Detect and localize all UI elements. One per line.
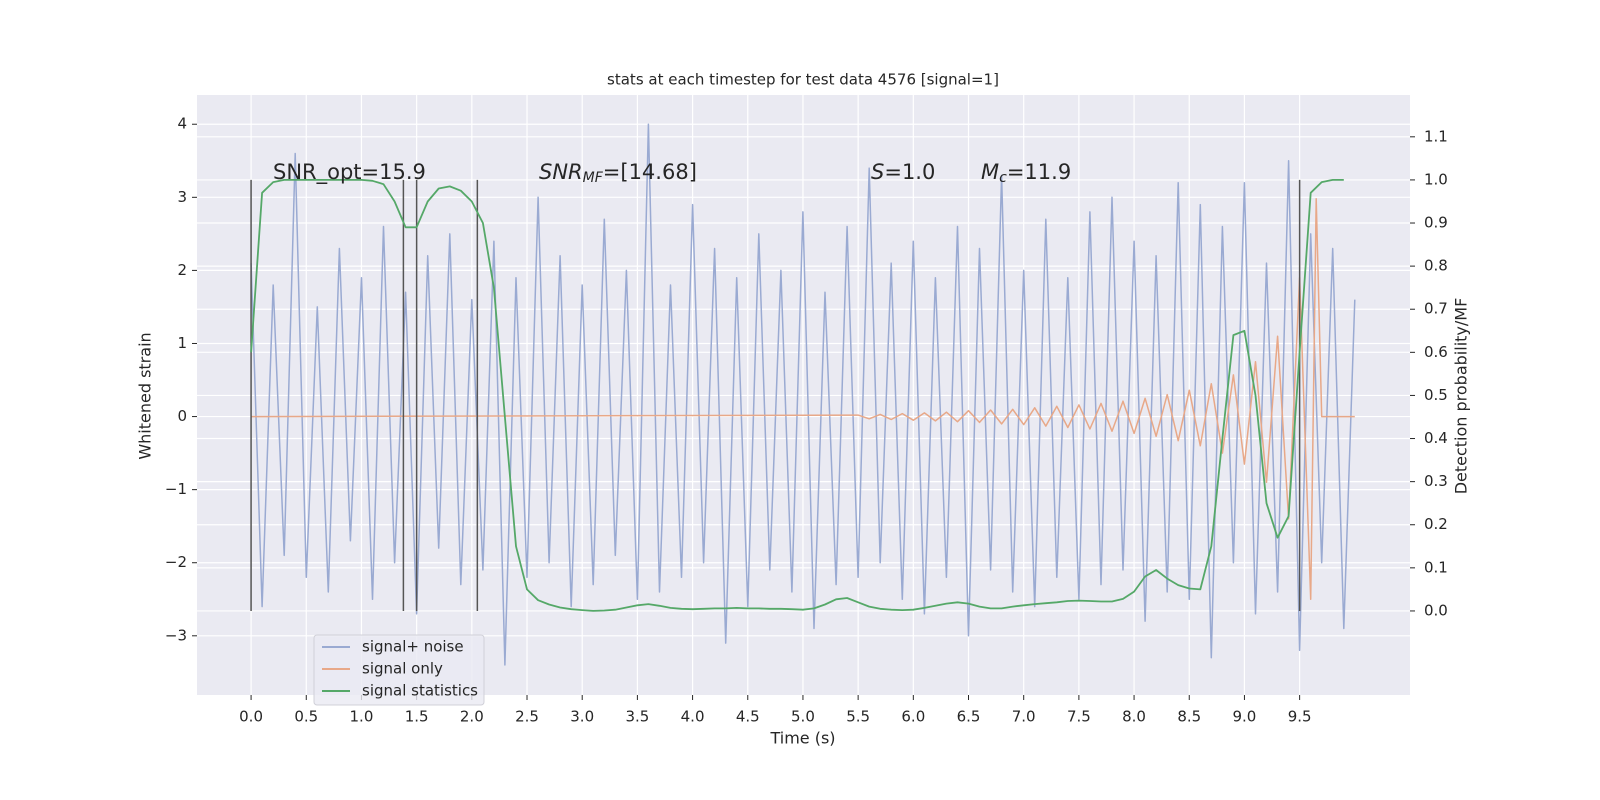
x-tick-label: 0.5 xyxy=(294,708,318,726)
annotation-part: SNR xyxy=(539,160,583,184)
series-line xyxy=(250,178,1344,612)
y-axis-label: Whitened strain xyxy=(136,332,155,459)
x-tick-label: 4.5 xyxy=(736,708,760,726)
x-tick-label: 7.5 xyxy=(1067,708,1091,726)
y-tick-label: −2 xyxy=(165,553,187,571)
x-tick-label: 7.0 xyxy=(1012,708,1036,726)
y2-tick-label: 0.0 xyxy=(1424,601,1448,619)
y2-tick-label: 0.4 xyxy=(1424,429,1448,447)
x-tick-label: 5.5 xyxy=(846,708,870,726)
y2-tick-label: 1.0 xyxy=(1424,170,1448,188)
x-tick-label: 0.0 xyxy=(239,708,263,726)
annotation: SNRMF=[14.68] xyxy=(539,160,697,186)
x-tick-label: 1.5 xyxy=(405,708,429,726)
legend-label: signal only xyxy=(362,660,443,678)
annotation-part: S xyxy=(871,160,884,184)
y2-tick-label: 0.6 xyxy=(1424,343,1448,361)
annotation-part: M xyxy=(981,160,999,184)
annotation: SNR_opt=15.9 xyxy=(273,160,426,185)
x-tick-label: 2.5 xyxy=(515,708,539,726)
y2-tick-label: 0.9 xyxy=(1424,214,1448,232)
y-tick-label: −3 xyxy=(165,626,187,644)
y-tick-label: 2 xyxy=(177,261,187,279)
legend-label: signal statistics xyxy=(362,682,478,700)
y2-axis-label: Detection probability/MF xyxy=(1452,298,1471,495)
x-tick-label: 9.0 xyxy=(1233,708,1257,726)
y2-tick-label: 0.8 xyxy=(1424,257,1448,275)
y-tick-label: 1 xyxy=(177,334,187,352)
x-tick-label: 3.0 xyxy=(570,708,594,726)
x-axis-label: Time (s) xyxy=(769,729,835,748)
annotation-part: c xyxy=(999,170,1007,186)
y-tick-label: 4 xyxy=(177,115,187,133)
marks xyxy=(250,123,1356,666)
y-tick-label: 3 xyxy=(177,188,187,206)
x-tick-label: 5.0 xyxy=(791,708,815,726)
x-tick-label: 1.0 xyxy=(350,708,374,726)
annotation-part: MF xyxy=(583,170,604,186)
legend: signal+ noise signal only signal statistic… xyxy=(313,634,485,706)
annotation: Mc=11.9 xyxy=(981,160,1071,186)
y2-tick-label: 0.2 xyxy=(1424,515,1448,533)
legend-box xyxy=(313,634,485,706)
annotation: S=1.0 xyxy=(871,160,935,184)
y-tick-label: 0 xyxy=(177,407,187,425)
y2-tick-label: 0.3 xyxy=(1424,472,1448,490)
y-tick-label: −1 xyxy=(165,480,187,498)
x-tick-label: 4.0 xyxy=(681,708,705,726)
x-tick-label: 6.5 xyxy=(957,708,981,726)
x-tick-label: 2.0 xyxy=(460,708,484,726)
annotation-part: =11.9 xyxy=(1007,160,1071,184)
x-tick-label: 3.5 xyxy=(625,708,649,726)
legend-label: signal+ noise xyxy=(362,638,464,656)
chart-title: stats at each timestep for test data 457… xyxy=(607,71,999,89)
annotation-part: =1.0 xyxy=(884,160,935,184)
x-tick-label: 8.0 xyxy=(1122,708,1146,726)
series-line xyxy=(250,123,1356,666)
y2-tick-label: 0.5 xyxy=(1424,386,1448,404)
series-line xyxy=(251,198,1355,601)
annotation-part: SNR_opt=15.9 xyxy=(273,160,426,185)
x-tick-label: 6.0 xyxy=(901,708,925,726)
x-tick-label: 8.5 xyxy=(1177,708,1201,726)
annotation-part: =[14.68] xyxy=(603,160,697,184)
y2-tick-label: 1.1 xyxy=(1424,127,1448,145)
x-tick-label: 9.5 xyxy=(1288,708,1312,726)
y2-tick-label: 0.7 xyxy=(1424,300,1448,318)
y2-tick-label: 0.1 xyxy=(1424,558,1448,576)
